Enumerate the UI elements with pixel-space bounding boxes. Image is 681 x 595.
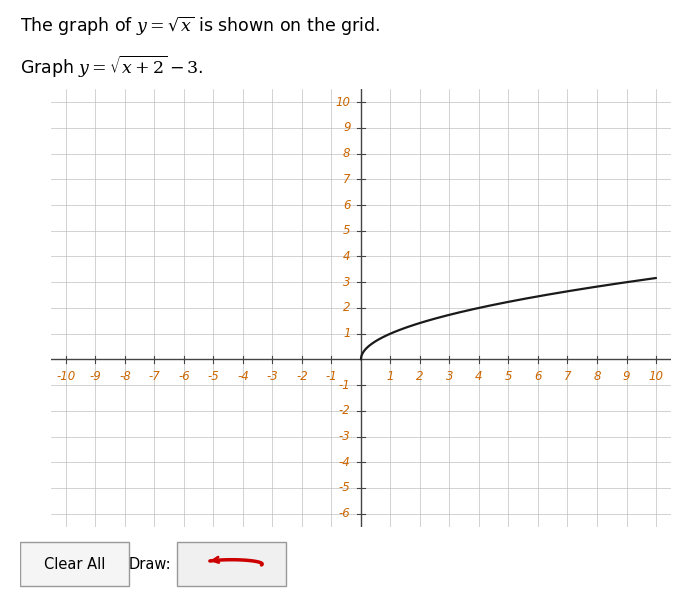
Text: 8: 8 xyxy=(343,147,351,160)
Text: -8: -8 xyxy=(119,369,131,383)
Text: 2: 2 xyxy=(343,302,351,314)
Text: -2: -2 xyxy=(339,405,351,417)
Text: Clear All: Clear All xyxy=(44,556,106,572)
Text: 5: 5 xyxy=(343,224,351,237)
FancyBboxPatch shape xyxy=(20,542,129,586)
Text: -5: -5 xyxy=(208,369,219,383)
Text: -1: -1 xyxy=(339,378,351,392)
FancyBboxPatch shape xyxy=(177,542,286,586)
Text: -2: -2 xyxy=(296,369,308,383)
Text: -1: -1 xyxy=(326,369,337,383)
Text: 7: 7 xyxy=(343,173,351,186)
Text: -9: -9 xyxy=(89,369,101,383)
Text: Draw:: Draw: xyxy=(129,556,171,572)
Text: 1: 1 xyxy=(387,369,394,383)
Text: 7: 7 xyxy=(564,369,571,383)
Text: 9: 9 xyxy=(343,121,351,134)
Text: 1: 1 xyxy=(343,327,351,340)
Text: 10: 10 xyxy=(336,96,351,109)
Text: -7: -7 xyxy=(148,369,160,383)
Text: Graph $y = \sqrt{x+2} - 3$.: Graph $y = \sqrt{x+2} - 3$. xyxy=(20,54,204,80)
Text: 3: 3 xyxy=(343,275,351,289)
Text: 9: 9 xyxy=(622,369,631,383)
Text: 4: 4 xyxy=(343,250,351,263)
Text: 5: 5 xyxy=(505,369,512,383)
Text: The graph of $y = \sqrt{x}$ is shown on the grid.: The graph of $y = \sqrt{x}$ is shown on … xyxy=(20,15,380,38)
Text: -4: -4 xyxy=(339,456,351,469)
Text: 2: 2 xyxy=(416,369,424,383)
Text: 10: 10 xyxy=(648,369,663,383)
Text: -4: -4 xyxy=(237,369,249,383)
Text: 6: 6 xyxy=(343,199,351,211)
Text: -3: -3 xyxy=(339,430,351,443)
Text: 6: 6 xyxy=(534,369,542,383)
Text: 8: 8 xyxy=(593,369,601,383)
Text: -6: -6 xyxy=(339,507,351,520)
Text: -5: -5 xyxy=(339,481,351,494)
Text: -3: -3 xyxy=(266,369,279,383)
Text: 4: 4 xyxy=(475,369,483,383)
Text: -10: -10 xyxy=(57,369,76,383)
Text: -6: -6 xyxy=(178,369,190,383)
Text: 3: 3 xyxy=(445,369,454,383)
